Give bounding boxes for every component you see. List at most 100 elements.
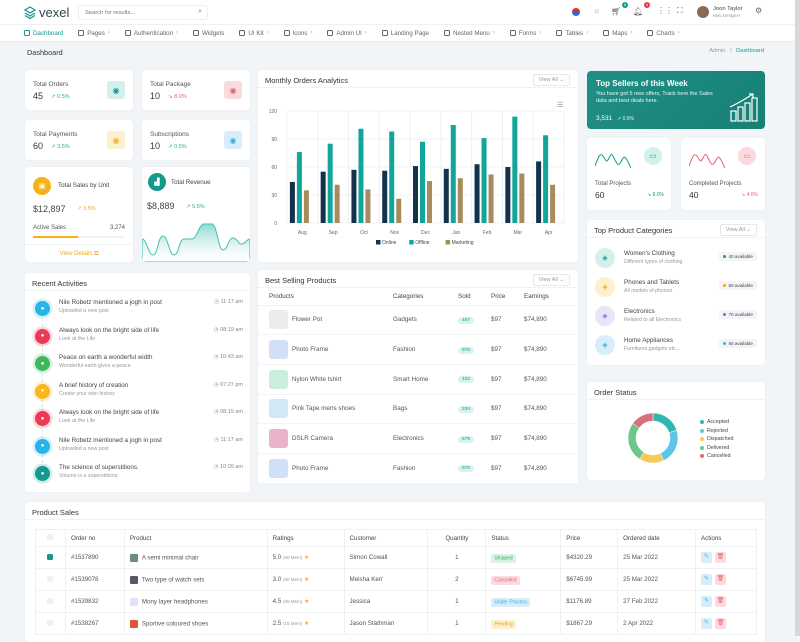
nav-item-authentication[interactable]: Authentication › <box>124 30 178 37</box>
table-row[interactable]: Nylon White tshirt Smart Home 432 $97 $7… <box>258 364 578 395</box>
legend-item-delivered[interactable]: Delivered <box>700 444 734 453</box>
bar-online-mar[interactable] <box>505 167 511 223</box>
activity-item[interactable]: ● Nile Robetz mentioned a jogh in post U… <box>33 437 243 464</box>
breadcrumb-admin[interactable]: Admin <box>709 48 726 54</box>
legend-label[interactable]: Offline <box>415 240 430 246</box>
bar-marketing-sep[interactable] <box>334 184 340 223</box>
bar-marketing-aug[interactable] <box>303 190 309 223</box>
row-checkbox[interactable] <box>47 597 54 604</box>
activity-item[interactable]: ● Peace on earth a wonderful width Wonde… <box>33 354 243 381</box>
bar-marketing-oct[interactable] <box>365 189 371 223</box>
row-checkbox[interactable] <box>47 553 54 560</box>
nav-item-widgets[interactable]: Widgets <box>193 30 224 37</box>
table-row[interactable]: #1538267 Sportive coloured shoes 2.5 (15… <box>35 612 757 635</box>
bar-marketing-dec[interactable] <box>427 181 432 223</box>
legend-label[interactable]: Online <box>382 240 397 246</box>
legend-item-accepted[interactable]: Accepted <box>700 418 734 427</box>
bar-offline-sep[interactable] <box>327 143 333 223</box>
cart-icon[interactable]: 🛒︎ <box>611 7 622 16</box>
donut-slice-delivered[interactable] <box>627 422 645 460</box>
logo[interactable]: vexel <box>24 5 69 20</box>
nav-item-tables[interactable]: Tables › <box>556 30 588 37</box>
avatar[interactable] <box>697 6 709 18</box>
activity-item[interactable]: ● A brief history of creation Create you… <box>33 382 243 409</box>
bar-marketing-mar[interactable] <box>519 173 525 223</box>
bar-online-jan[interactable] <box>443 168 449 223</box>
nav-item-nested-menu[interactable]: Nested Menu › <box>444 30 495 37</box>
bar-online-sep[interactable] <box>320 171 326 223</box>
bar-offline-feb[interactable] <box>481 138 487 223</box>
view-all-button[interactable]: View All ⌄ <box>532 74 570 86</box>
table-row[interactable]: Pink Tape mens shoes Bags 234 $97 $74,89… <box>258 394 578 424</box>
activity-item[interactable]: ● Always look on the bright side of life… <box>33 327 243 354</box>
nav-item-charts[interactable]: Charts › <box>647 30 680 37</box>
settings-gear-icon[interactable]: ⚙ <box>755 6 763 15</box>
select-all-checkbox[interactable] <box>47 534 54 540</box>
delete-button[interactable]: 🗑︎ <box>715 618 727 629</box>
nav-item-maps[interactable]: Maps › <box>603 30 632 37</box>
search-box[interactable]: ⌕ <box>78 5 208 20</box>
nav-item-icons[interactable]: Icons › <box>283 30 312 37</box>
row-checkbox[interactable] <box>47 575 54 582</box>
bell-icon[interactable]: 🔔︎ <box>633 7 644 16</box>
view-details-link[interactable]: View Details ⧉ <box>59 251 99 257</box>
category-item[interactable]: ◈ Women's Clothing Different types of cl… <box>595 248 757 273</box>
bar-offline-mar[interactable] <box>512 116 518 223</box>
edit-button[interactable]: ✎ <box>701 574 713 585</box>
bar-offline-oct[interactable] <box>358 128 364 223</box>
bar-offline-nov[interactable] <box>389 131 395 223</box>
legend-item-cancelled[interactable]: Cancelled <box>700 452 734 461</box>
category-item[interactable]: ◈ Phones and Tablets All models of phone… <box>595 277 757 302</box>
activity-item[interactable]: ● Nile Robetz mentioned a jogh in post U… <box>33 299 243 326</box>
bar-online-oct[interactable] <box>351 169 357 223</box>
edit-button[interactable]: ✎ <box>701 618 713 629</box>
legend-label[interactable]: Marketing <box>452 240 474 246</box>
delete-button[interactable]: 🗑︎ <box>715 574 727 585</box>
bar-online-nov[interactable] <box>382 170 388 223</box>
row-checkbox[interactable] <box>47 619 54 626</box>
nav-item-pages[interactable]: Pages › <box>78 30 110 37</box>
category-item[interactable]: ◈ Home Appliances Furnitures,gadgets etc… <box>595 335 757 360</box>
donut-slice-accepted[interactable] <box>652 412 678 434</box>
bar-marketing-nov[interactable] <box>396 198 402 223</box>
bar-online-aug[interactable] <box>289 181 295 223</box>
delete-button[interactable]: 🗑︎ <box>715 596 727 607</box>
bar-marketing-feb[interactable] <box>488 174 494 223</box>
bar-offline-aug[interactable] <box>296 152 302 223</box>
nav-item-forms[interactable]: Forms › <box>509 30 541 37</box>
apps-grid-icon[interactable]: ⋮⋮ <box>657 6 673 15</box>
search-icon[interactable]: ⌕ <box>198 8 202 15</box>
legend-item-dispatched[interactable]: Dispatched <box>700 435 734 444</box>
category-item[interactable]: ◈ Electronics Related to all Electronics… <box>595 306 757 331</box>
bar-online-apr[interactable] <box>536 161 542 223</box>
nav-item-dashboard[interactable]: Dashboard <box>24 30 63 37</box>
donut-slice-rejected[interactable] <box>659 429 679 461</box>
table-row[interactable]: #1537890 A semi minimal chair 5.0 (90 Me… <box>35 546 757 569</box>
page-scrollbar[interactable] <box>795 0 800 636</box>
table-row[interactable]: #1539078 Two type of watch sets 3.0 (50 … <box>35 568 757 591</box>
table-row[interactable]: Photo Frame Fashion 876 $97 $74,890 <box>258 453 578 484</box>
bar-marketing-jan[interactable] <box>457 178 463 223</box>
search-input[interactable] <box>79 6 189 19</box>
bar-offline-jan[interactable] <box>450 125 456 223</box>
activity-item[interactable]: ● Always look on the bright side of life… <box>33 409 243 436</box>
bar-offline-dec[interactable] <box>420 141 425 223</box>
nav-item-admin-ui[interactable]: Admin UI › <box>327 30 367 37</box>
table-row[interactable]: Flower Pot Gadgets 457 $97 $74,890 <box>258 305 578 335</box>
table-row[interactable]: #1539832 Mony layer headphones 4.5 (65 M… <box>35 590 757 613</box>
best-selling-view-all-button[interactable]: View All ⌄ <box>532 274 570 286</box>
nav-item-landing-page[interactable]: Landing Page <box>381 30 429 37</box>
delete-button[interactable]: 🗑︎ <box>715 552 727 563</box>
fullscreen-icon[interactable]: ⛶ <box>677 6 683 15</box>
bar-offline-apr[interactable] <box>543 135 549 223</box>
donut-slice-cancelled[interactable] <box>632 412 654 429</box>
table-row[interactable]: DSLR Camera Electronics 678 $97 $74,890 <box>258 424 578 454</box>
bar-marketing-apr[interactable] <box>550 184 556 223</box>
edit-button[interactable]: ✎ <box>701 552 713 563</box>
table-row[interactable]: Photo Frame Fashion 876 $97 $74,890 <box>258 335 578 365</box>
user-name[interactable]: Joon Taylor <box>713 6 743 12</box>
flag-icon[interactable] <box>572 8 580 16</box>
nav-item-ui-kit[interactable]: UI Kit › <box>239 30 269 37</box>
donut-slice-dispatched[interactable] <box>639 452 664 464</box>
activity-item[interactable]: ● The science of superstitions. Volume i… <box>33 464 243 491</box>
